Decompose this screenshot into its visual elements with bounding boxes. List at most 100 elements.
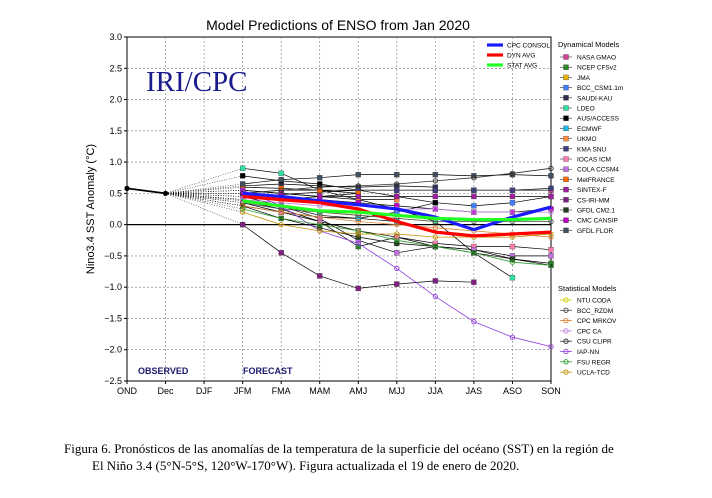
data-point (317, 228, 323, 234)
legend-label: COLA CCSM4 (577, 167, 619, 174)
data-point (239, 187, 246, 193)
data-point (394, 193, 400, 200)
avg-series-line (242, 191, 552, 232)
fan-line (165, 193, 243, 210)
data-point (239, 173, 246, 179)
legend-swatch (563, 186, 569, 193)
data-point (394, 281, 400, 287)
legend-label: BCC_RZDM (577, 308, 613, 315)
data-point (355, 228, 361, 234)
legend-swatch (563, 348, 569, 355)
legend-label: NTU CODA (577, 298, 612, 305)
fan-line (165, 175, 243, 194)
data-point (239, 181, 246, 187)
x-tick-label: ASO (503, 386, 522, 396)
y-tick-label: 0.0 (109, 220, 122, 230)
data-point (548, 247, 554, 253)
data-point (355, 243, 361, 250)
y-tick-label: 2.5 (109, 63, 122, 73)
data-point (509, 259, 516, 265)
series-line (242, 208, 552, 266)
legend-label: JMA (577, 75, 591, 82)
legend-label: AUS/ACCESS (577, 116, 620, 123)
legend-swatch (563, 125, 569, 132)
legend-label: DYN AVG (507, 53, 535, 60)
data-point (432, 234, 439, 240)
legend-swatch (563, 359, 569, 365)
data-point (509, 334, 516, 340)
observed-line (126, 187, 166, 195)
y-tick-label: 2.0 (109, 95, 122, 105)
data-point (432, 293, 439, 300)
data-point (355, 234, 361, 240)
x-tick-label: MJJ (389, 386, 406, 396)
data-point (509, 193, 516, 200)
y-tick-label: −1.0 (104, 282, 122, 292)
legend-label: SAUDI-KAU (577, 95, 613, 102)
data-point (509, 275, 516, 281)
legend-label: NCEP CFSv2 (577, 65, 617, 72)
data-point (239, 165, 246, 171)
series-line (242, 189, 552, 347)
fan-line (165, 168, 243, 194)
avg-series-line (242, 199, 552, 222)
legend-swatch (563, 146, 569, 152)
avg-series-line (242, 194, 552, 238)
fan-line (165, 183, 243, 194)
data-point (548, 165, 554, 171)
data-point (355, 231, 361, 237)
data-point (394, 237, 400, 243)
data-point (317, 221, 323, 228)
data-point (394, 265, 400, 272)
x-tick-label: FMA (272, 386, 291, 396)
data-point (355, 183, 361, 189)
data-point (239, 209, 246, 215)
chart-title: Model Predictions of ENSO from Jan 2020 (206, 17, 470, 33)
legend-label: CSU CLIPR (577, 339, 612, 346)
data-point (278, 170, 284, 176)
legend-swatch (563, 84, 569, 91)
legend-label: GFDL CM2.1 (577, 208, 615, 215)
legend-swatch (563, 317, 569, 324)
data-point (394, 231, 400, 237)
data-point (432, 243, 439, 250)
data-point (432, 206, 439, 212)
legend-label: LDEO (577, 106, 595, 113)
data-point (239, 203, 246, 209)
data-point (394, 187, 400, 193)
data-point (471, 318, 477, 325)
data-point (394, 171, 400, 178)
y-tick-label: −2.0 (104, 345, 122, 355)
data-point (278, 176, 284, 183)
data-point (548, 193, 554, 200)
legend-label: CPC CONSOL (507, 43, 550, 50)
legend-label: KMA SNU (577, 146, 607, 153)
legend-label: CMC CANSIP (577, 218, 618, 225)
data-point (432, 171, 439, 178)
legend-label: UKMO (577, 136, 597, 143)
caption-line-1: Figura 6. Pronósticos de las anomalías d… (64, 441, 614, 456)
legend-label: SINTEX-F (577, 187, 607, 194)
series-line (242, 186, 359, 194)
legend-swatch (563, 369, 569, 375)
data-point (355, 171, 361, 178)
data-point (317, 214, 323, 220)
data-point (355, 240, 361, 247)
observed-label: OBSERVED (138, 366, 189, 376)
data-point (471, 250, 477, 256)
data-point (509, 200, 516, 206)
data-point (471, 193, 477, 200)
legend-swatch (563, 115, 569, 121)
y-tick-label: 3.0 (109, 32, 122, 42)
legend-label: STAT AVG (507, 63, 537, 70)
x-tick-label: Dec (158, 386, 175, 396)
y-tick-label: 1.0 (109, 157, 122, 167)
x-tick-label: OND (117, 386, 138, 396)
data-point (317, 225, 323, 231)
series-line (242, 167, 552, 194)
data-point (509, 170, 516, 176)
data-point (548, 343, 554, 350)
data-point (432, 178, 439, 184)
data-point (317, 273, 323, 279)
y-axis-label: Nino3.4 SST Anomaly (°C) (85, 144, 97, 274)
